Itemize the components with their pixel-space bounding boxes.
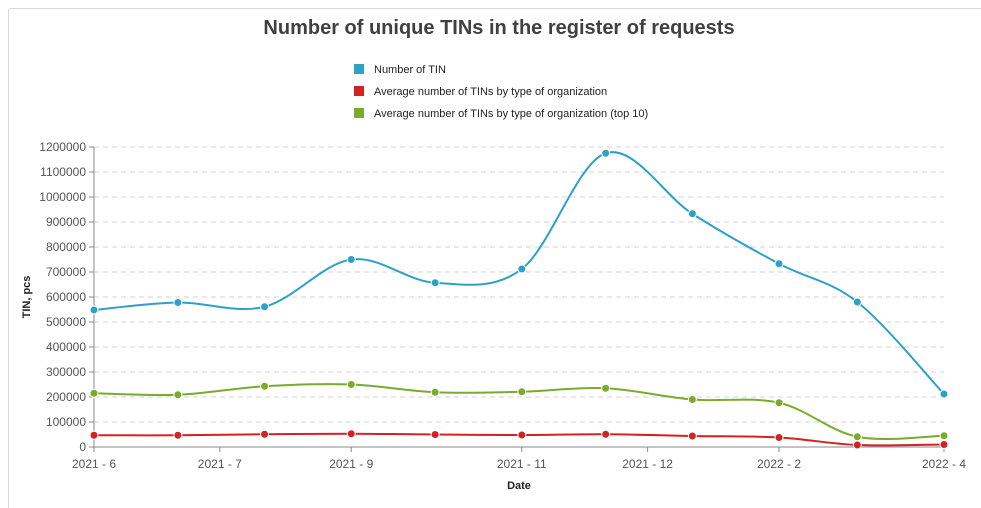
data-point[interactable] [430, 430, 440, 439]
data-point[interactable] [687, 431, 697, 441]
legend-item-2[interactable]: Average number of TINs by type of organi… [354, 108, 648, 120]
legend-swatch [354, 86, 364, 96]
legend-swatch [354, 64, 364, 74]
data-point[interactable] [601, 383, 611, 393]
y-tick-label: 200000 [46, 390, 86, 404]
data-point[interactable] [517, 387, 527, 397]
y-tick-label: 1200000 [39, 140, 86, 154]
chart-axes: 0 100000 200000 300000 400000 500000 600000 700… [39, 140, 966, 471]
y-tick-label: 700000 [46, 265, 86, 279]
y-tick-label: 400000 [46, 340, 86, 354]
x-tick-label: 2021 - 6 [72, 457, 116, 471]
x-axis-label: Date [507, 480, 531, 492]
data-point[interactable] [346, 429, 356, 439]
y-tick-label: 900000 [46, 215, 86, 229]
series-1 [89, 429, 949, 450]
chart-legend: Number of TIN Average number of TINs by t… [354, 64, 648, 120]
data-point[interactable] [517, 264, 527, 274]
data-point[interactable] [687, 209, 697, 219]
legend-label: Average number of TINs by type of organi… [374, 108, 648, 120]
y-tick-label: 0 [79, 440, 86, 454]
series-2 [89, 380, 949, 442]
data-point[interactable] [260, 381, 270, 391]
data-point[interactable] [601, 148, 611, 158]
data-point[interactable] [939, 389, 949, 399]
y-tick-label: 300000 [46, 365, 86, 379]
x-tick-label: 2021 - 7 [198, 457, 242, 471]
x-tick-label: 2021 - 11 [497, 457, 547, 471]
data-point[interactable] [852, 297, 862, 307]
y-tick-label: 600000 [46, 290, 86, 304]
data-point[interactable] [173, 298, 183, 307]
data-point[interactable] [260, 302, 270, 312]
data-point[interactable] [852, 440, 862, 450]
series-0 [89, 148, 949, 399]
data-point[interactable] [774, 259, 784, 269]
chart-title: Number of unique TINs in the register of… [263, 17, 734, 39]
legend-item-1[interactable]: Average number of TINs by type of organi… [354, 86, 607, 98]
data-point[interactable] [774, 433, 784, 442]
legend-label: Average number of TINs by type of organi… [374, 86, 607, 98]
y-tick-label: 1100000 [40, 165, 86, 179]
data-point[interactable] [430, 387, 440, 397]
data-point[interactable] [601, 429, 611, 439]
data-point[interactable] [430, 278, 440, 288]
data-point[interactable] [939, 440, 949, 449]
data-point[interactable] [89, 305, 99, 315]
y-tick-label: 500000 [46, 315, 86, 329]
x-tick-label: 2022 - 4 [922, 457, 966, 471]
x-tick-label: 2021 - 12 [622, 457, 673, 471]
chart-panel [8, 8, 981, 508]
y-axis-label: TIN, pcs [21, 276, 33, 319]
x-tick-label: 2021 - 9 [329, 457, 373, 471]
data-point[interactable] [939, 431, 949, 441]
data-point[interactable] [774, 398, 784, 408]
data-point[interactable] [517, 430, 527, 440]
data-point[interactable] [346, 255, 356, 264]
data-point[interactable] [852, 432, 862, 442]
series-group [89, 148, 949, 450]
data-point[interactable] [173, 430, 183, 440]
series-line [93, 151, 945, 395]
data-point[interactable] [173, 390, 183, 400]
y-tick-label: 100000 [46, 415, 86, 429]
y-tick-label: 800000 [46, 240, 86, 254]
y-tick-label: 1000000 [39, 190, 86, 204]
legend-label: Number of TIN [374, 64, 446, 76]
data-point[interactable] [687, 395, 697, 404]
data-point[interactable] [89, 430, 99, 440]
data-point[interactable] [89, 388, 99, 398]
data-point[interactable] [260, 429, 270, 439]
x-tick-label: 2022 - 2 [757, 457, 801, 471]
grid-lines [94, 146, 944, 423]
legend-swatch [354, 108, 364, 118]
data-point[interactable] [346, 380, 356, 389]
legend-item-0[interactable]: Number of TIN [354, 64, 446, 76]
